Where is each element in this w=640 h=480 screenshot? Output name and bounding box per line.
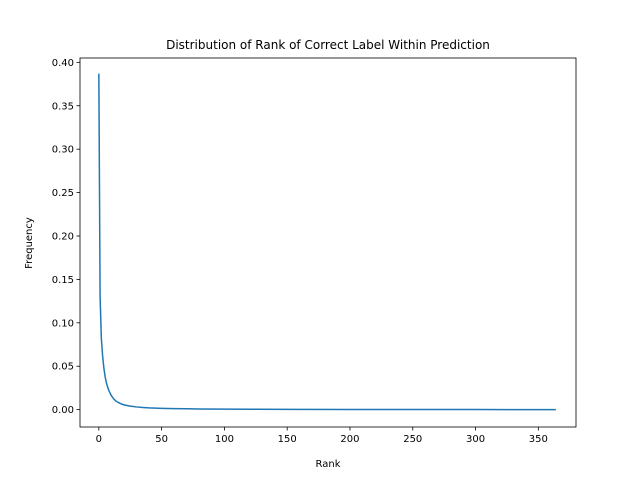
y-tick-label: 0.35: [52, 101, 74, 112]
x-tick-label: 100: [215, 434, 234, 445]
y-tick-label: 0.25: [52, 188, 74, 199]
series-line-0: [98, 73, 556, 411]
y-axis: 0.00 0.05 0.10 0.15 0.20 0.25 0.30 0.35 0.40: [52, 58, 80, 416]
x-axis: 0 50 100 150 200 250 300 350: [96, 427, 548, 445]
y-axis-label: Frequency: [24, 217, 35, 269]
x-axis-label: Rank: [316, 459, 341, 470]
x-tick-label: 50: [155, 434, 168, 445]
y-tick-label: 0.10: [52, 318, 74, 329]
x-tick-label: 350: [529, 434, 548, 445]
y-tick-label: 0.40: [52, 58, 74, 69]
chart-title: Distribution of Rank of Correct Label Wi…: [166, 38, 490, 52]
x-tick-label: 200: [340, 434, 359, 445]
x-tick-label: 0: [96, 434, 102, 445]
x-tick-label: 250: [403, 434, 422, 445]
y-tick-label: 0.15: [52, 275, 74, 286]
x-tick-label: 300: [466, 434, 485, 445]
axes-frame: [79, 57, 577, 428]
plot-area: [98, 73, 556, 411]
y-tick-label: 0.20: [52, 231, 74, 242]
y-tick-label: 0.30: [52, 145, 74, 156]
y-tick-label: 0.05: [52, 362, 74, 373]
x-tick-label: 150: [278, 434, 297, 445]
y-tick-label: 0.00: [52, 405, 74, 416]
